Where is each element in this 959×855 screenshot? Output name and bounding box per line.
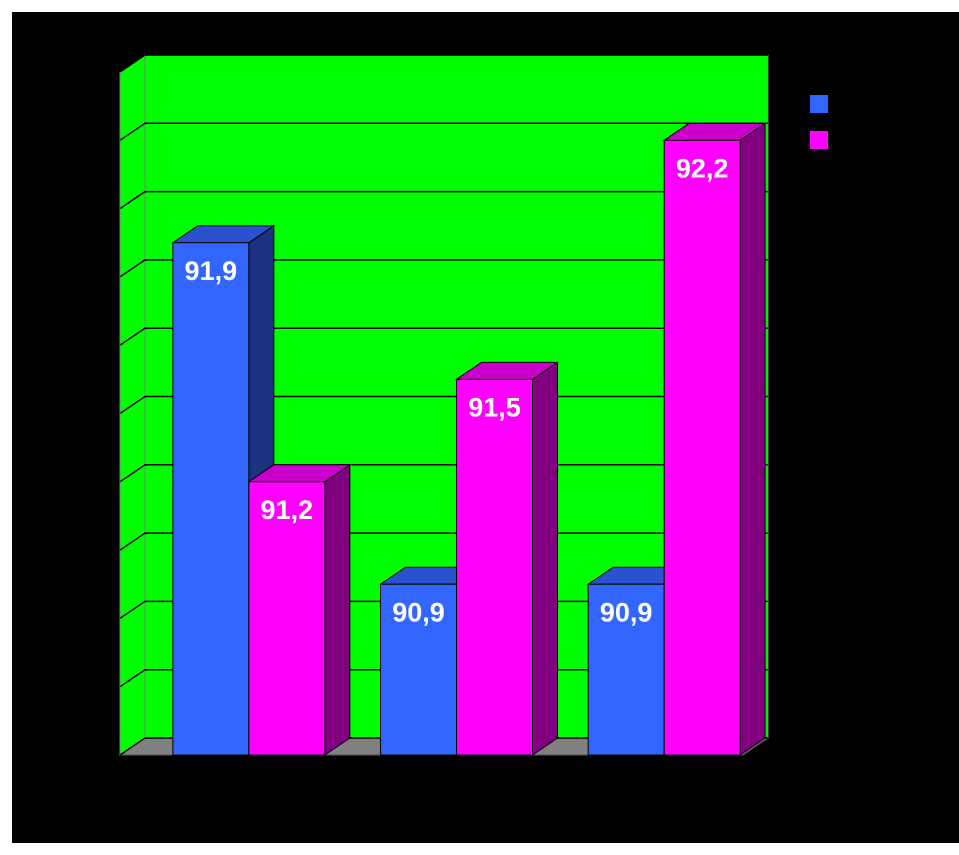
bar-side xyxy=(324,463,351,756)
grid-line xyxy=(119,532,768,551)
bar xyxy=(663,139,741,756)
bar xyxy=(456,378,533,756)
bar xyxy=(380,583,457,756)
y-tick-label: 90,4 xyxy=(59,738,112,768)
value-label: 90,9 xyxy=(392,597,445,627)
x-tick-label: Klasa I xyxy=(187,784,277,815)
legend-swatch xyxy=(810,131,828,149)
x-tick-label: Klasa II xyxy=(390,784,488,815)
legend-label: Ženski xyxy=(836,122,925,153)
grid-line xyxy=(119,259,768,278)
y-tick-label: 92,4 xyxy=(59,55,112,85)
y-tick-label: 91,8 xyxy=(59,260,112,290)
grid-line xyxy=(119,737,768,756)
grid-line xyxy=(119,190,768,210)
y-tick-label: 91,0 xyxy=(59,533,112,563)
grid-line xyxy=(119,600,768,620)
y-tick-label: 90,8 xyxy=(59,602,112,632)
value-label: 90,9 xyxy=(600,597,653,627)
y-tick-label: 91,4 xyxy=(59,397,112,427)
grid-line xyxy=(119,668,768,688)
value-label: 92,2 xyxy=(676,153,729,183)
bar xyxy=(248,481,326,756)
y-tick-label: 92,2 xyxy=(59,123,112,153)
grid-line xyxy=(119,122,768,141)
grid-line xyxy=(119,395,768,415)
bar xyxy=(172,242,250,756)
grid-line xyxy=(119,54,768,73)
grid-line xyxy=(119,464,768,483)
legend-swatch xyxy=(810,95,828,113)
grid-line xyxy=(119,327,768,346)
x-tick-label: Klasa III xyxy=(594,784,700,815)
legend-label: Muški xyxy=(836,86,915,117)
value-label: 91,5 xyxy=(468,392,521,422)
value-label: 91,9 xyxy=(185,256,238,286)
bar xyxy=(587,583,665,756)
value-label: 91,2 xyxy=(261,495,314,525)
y-tick-label: 91,6 xyxy=(59,328,112,358)
bar-side xyxy=(532,361,558,756)
y-tick-label: 91,2 xyxy=(59,465,112,495)
bar-side xyxy=(739,122,766,756)
y-tick-label: 90,6 xyxy=(59,670,112,700)
y-tick-label: 92,0 xyxy=(59,192,112,222)
